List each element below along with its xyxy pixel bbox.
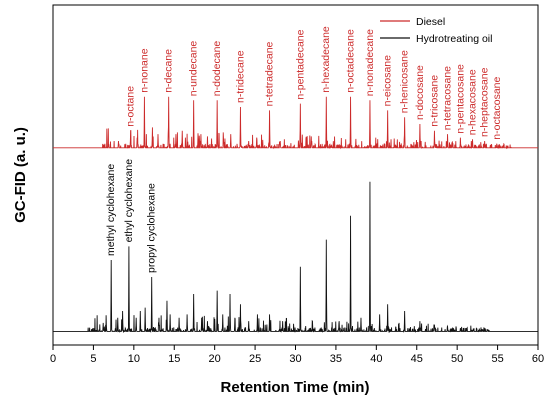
x-tick-label-10: 10	[128, 353, 140, 365]
x-tick-label-20: 20	[209, 353, 221, 365]
x-tick-label-5: 5	[90, 353, 96, 365]
series-line-1	[53, 181, 538, 334]
peak-label-20: methyl cyclohexane	[105, 164, 117, 256]
peak-label-6: n-tetradecane	[264, 41, 276, 106]
peak-label-17: n-hexacosane	[467, 69, 479, 135]
peak-label-15: n-tetracosane	[442, 66, 454, 130]
peak-label-0: n-octane	[125, 86, 137, 127]
x-tick-label-45: 45	[411, 353, 423, 365]
peak-label-8: n-hexadecane	[320, 26, 332, 93]
peak-label-12: n-henicosane	[399, 50, 411, 113]
x-tick-label-55: 55	[491, 353, 503, 365]
peak-label-14: n-tricosane	[429, 75, 441, 127]
peak-label-18: n-heptacosane	[479, 67, 491, 137]
x-tick-label-60: 60	[532, 353, 544, 365]
peak-label-3: n-undecane	[188, 41, 200, 97]
peak-label-22: propyl cyclohexane	[146, 183, 158, 273]
peak-label-1: n-nonane	[138, 48, 150, 93]
peak-label-11: n-eicosane	[382, 55, 394, 107]
peak-label-9: n-octadecane	[345, 29, 357, 93]
peak-label-21: ethyl cyclohexane	[123, 159, 135, 243]
x-tick-label-40: 40	[370, 353, 382, 365]
peak-label-2: n-decane	[163, 49, 175, 93]
x-tick-label-35: 35	[330, 353, 342, 365]
x-tick-label-50: 50	[451, 353, 463, 365]
peak-label-19: n-octacosane	[491, 76, 503, 139]
peak-label-13: n-docosane	[414, 65, 426, 120]
legend-label-hydrotreating-oil: Hydrotreating oil	[416, 33, 492, 45]
x-tick-label-30: 30	[289, 353, 301, 365]
y-axis-title: GC-FID (a. u.)	[12, 127, 29, 223]
x-tick-label-0: 0	[50, 353, 56, 365]
series-layer	[53, 96, 538, 334]
x-axis-title: Retention Time (min)	[221, 379, 370, 396]
x-tick-label-25: 25	[249, 353, 261, 365]
peak-label-5: n-tridecane	[235, 50, 247, 103]
x-tick-label-15: 15	[168, 353, 180, 365]
peak-label-10: n-nonadecane	[364, 29, 376, 96]
peak-label-4: n-dodecane	[211, 41, 223, 97]
series-line-0	[53, 96, 538, 150]
peak-label-7: n-pentadecane	[294, 29, 306, 99]
peak-label-16: n-pentacosane	[454, 64, 466, 134]
legend: Diesel Hydrotreating oil	[380, 16, 492, 45]
legend-label-diesel: Diesel	[416, 16, 445, 28]
x-axis-ticks: 0 5 10 15 20 25 30 35 40 45 50 55 60	[50, 345, 544, 365]
